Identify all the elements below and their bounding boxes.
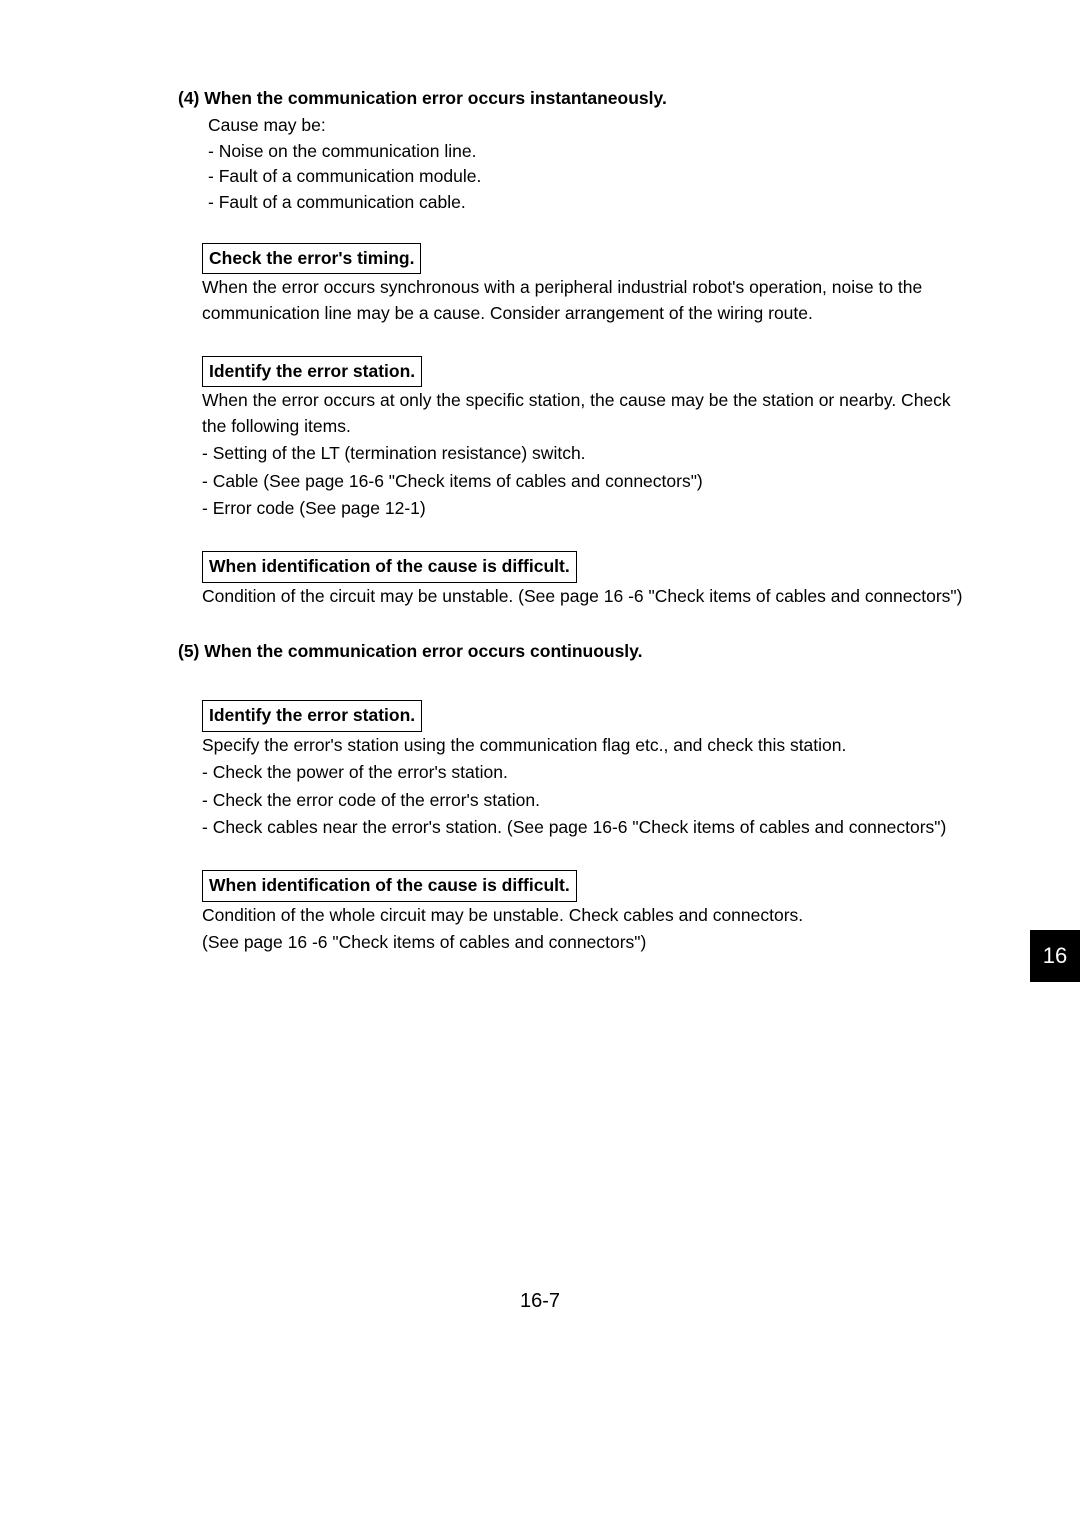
section-5-p1: Specify the error's station using the co… bbox=[202, 733, 968, 758]
section-5-p2b: (See page 16 -6 "Check items of cables a… bbox=[202, 930, 968, 955]
box-identification-difficult-4: When identification of the cause is diff… bbox=[202, 551, 577, 582]
section-5-heading: (5) When the communication error occurs … bbox=[178, 639, 968, 664]
section-5-number: (5) bbox=[178, 639, 199, 664]
section-5-p2a: Condition of the whole circuit may be un… bbox=[202, 903, 968, 928]
section-4-p2: When the error occurs at only the specif… bbox=[202, 388, 968, 439]
section-5-item: - Check the error code of the error's st… bbox=[202, 788, 968, 813]
section-5-title: When the communication error occurs cont… bbox=[204, 639, 642, 664]
page-content: (4) When the communication error occurs … bbox=[178, 86, 968, 957]
section-4-item: - Error code (See page 12-1) bbox=[202, 496, 968, 521]
box-identify-error-station-5: Identify the error station. bbox=[202, 700, 422, 731]
section-4-cause: - Fault of a communication module. bbox=[208, 164, 968, 189]
section-4-cause: - Fault of a communication cable. bbox=[208, 190, 968, 215]
page-number: 16-7 bbox=[0, 1290, 1080, 1313]
section-5-item: - Check cables near the error's station.… bbox=[202, 815, 968, 840]
section-4-heading: (4) When the communication error occurs … bbox=[178, 86, 968, 111]
page-number-text: 16-7 bbox=[520, 1290, 560, 1312]
box-identification-difficult-5: When identification of the cause is diff… bbox=[202, 870, 577, 901]
box-identify-error-station-4: Identify the error station. bbox=[202, 356, 422, 387]
chapter-tab: 16 bbox=[1030, 930, 1080, 982]
section-4-number: (4) bbox=[178, 86, 199, 111]
section-5-item: - Check the power of the error's station… bbox=[202, 760, 968, 785]
chapter-tab-number: 16 bbox=[1043, 943, 1067, 969]
section-4-p3: Condition of the circuit may be unstable… bbox=[202, 584, 968, 609]
section-4-cause: - Noise on the communication line. bbox=[208, 139, 968, 164]
section-4-title: When the communication error occurs inst… bbox=[204, 86, 667, 111]
box-check-error-timing: Check the error's timing. bbox=[202, 243, 421, 274]
section-4-item: - Cable (See page 16-6 "Check items of c… bbox=[202, 469, 968, 494]
section-4-intro: Cause may be: bbox=[208, 113, 968, 138]
section-4-p1: When the error occurs synchronous with a… bbox=[202, 275, 968, 326]
section-4-item: - Setting of the LT (termination resista… bbox=[202, 441, 968, 466]
